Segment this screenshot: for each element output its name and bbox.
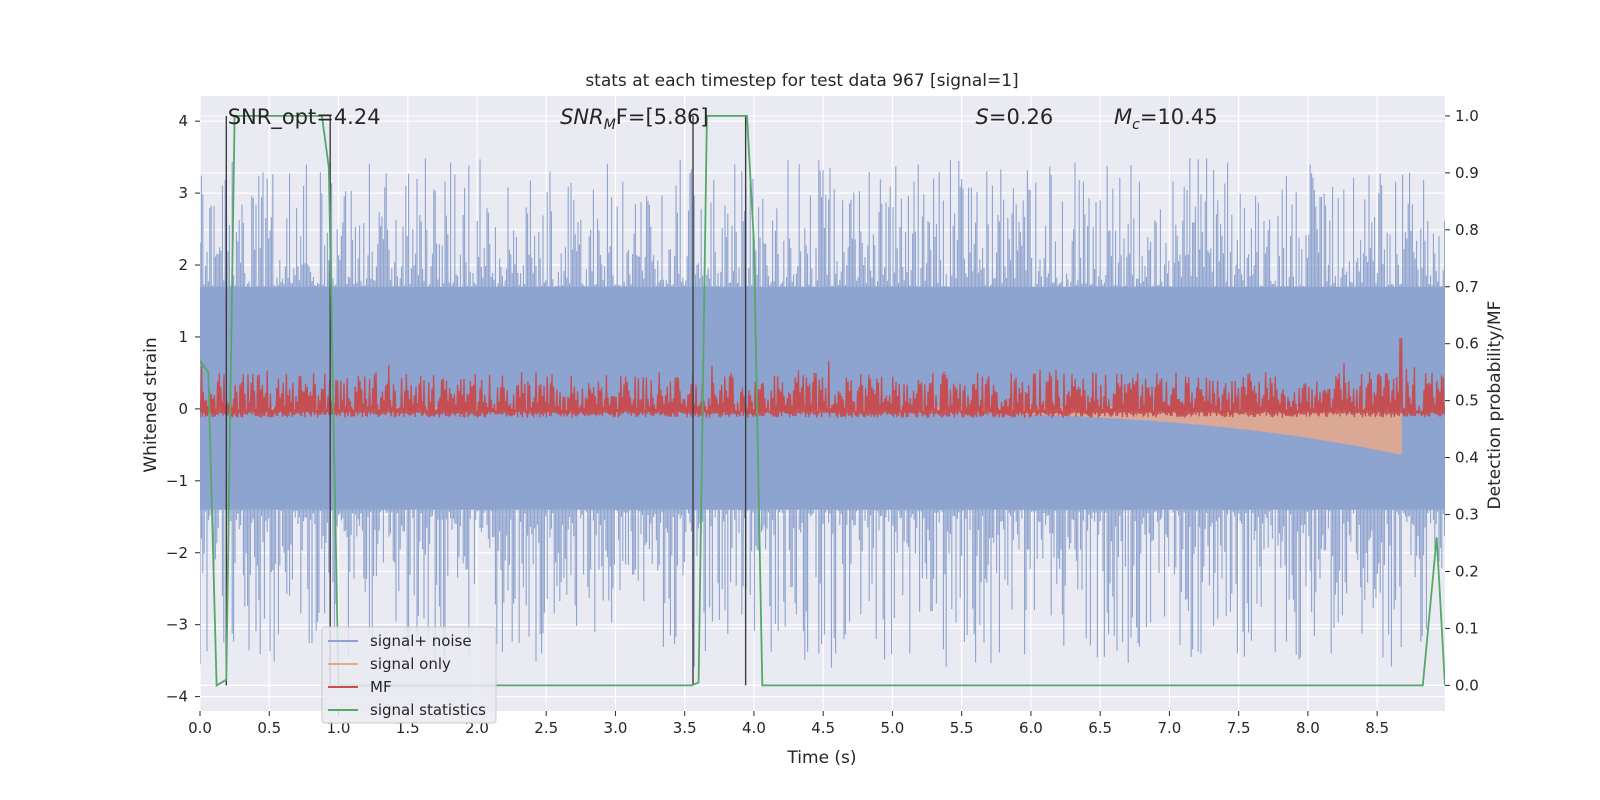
legend-label: signal+ noise <box>370 632 472 650</box>
annotation-2: S=0.26 <box>976 105 1054 129</box>
y-right-tick-label: 0.9 <box>1455 164 1479 182</box>
annotation-subscript: c <box>1132 117 1140 133</box>
x-tick-label: 4.5 <box>811 719 835 737</box>
annotation-text: S <box>976 105 989 129</box>
y-axis-right-label: Detection probability/MF <box>1485 301 1505 510</box>
series-signal-statistics <box>200 115 1445 687</box>
legend-box <box>321 626 497 724</box>
y-left-tick-label: −1 <box>166 472 188 490</box>
x-tick-label: 7.5 <box>1227 719 1251 737</box>
y-left-tick-label: −2 <box>166 544 188 562</box>
x-tick-label: 0.0 <box>188 719 212 737</box>
x-tick-label: 8.5 <box>1365 719 1389 737</box>
legend: signal+ noise signal only MF signal statist… <box>321 626 497 724</box>
y-right-tick-label: 0.3 <box>1455 506 1479 524</box>
annotation-text: SNR_opt=4.24 <box>228 105 381 130</box>
y-left-tick-label: −3 <box>166 616 188 634</box>
y-left-tick-label: 4 <box>178 112 188 130</box>
y-left-tick-label: 0 <box>178 400 188 418</box>
annotation-text: M <box>1114 105 1132 129</box>
y-left-tick-label: −4 <box>166 688 188 706</box>
x-tick-label: 3.0 <box>604 719 628 737</box>
annotations: SNR_opt=4.24 SNRMF=[5.86] S=0.26 Mc=10.45 <box>228 105 1218 133</box>
x-tick-label: 2.5 <box>534 719 558 737</box>
annotation-3: Mc=10.45 <box>1114 105 1218 133</box>
y-right-tick-label: 0.4 <box>1455 449 1479 467</box>
y-right-tick-label: 0.5 <box>1455 392 1479 410</box>
x-tick-label: 8.0 <box>1296 719 1320 737</box>
y-left-tick-label: 3 <box>178 184 188 202</box>
y-left-tick-label: 1 <box>178 328 188 346</box>
x-axis-label: Time (s) <box>786 748 856 768</box>
annotation-text: =10.45 <box>1140 105 1218 129</box>
legend-label: signal only <box>370 655 451 673</box>
x-tick-label: 3.5 <box>673 719 697 737</box>
legend-label: MF <box>370 678 392 696</box>
annotation-1: SNRMF=[5.86] <box>560 105 709 133</box>
chirp-envelope <box>753 406 1402 455</box>
y-right-tick-label: 0.2 <box>1455 562 1479 580</box>
x-tick-label: 6.5 <box>1088 719 1112 737</box>
y-left-tick-label: 2 <box>178 256 188 274</box>
y-axis-right: 0.0 0.1 0.2 0.3 0.4 0.5 0.6 0.7 0.8 0.9 1.0 <box>1445 107 1479 694</box>
annotation-0: SNR_opt=4.24 <box>228 105 381 130</box>
y-right-tick-label: 0.1 <box>1455 619 1479 637</box>
y-right-tick-label: 1.0 <box>1455 107 1479 125</box>
x-tick-label: 7.0 <box>1157 719 1181 737</box>
x-tick-label: 5.5 <box>950 719 974 737</box>
y-right-tick-label: 0.0 <box>1455 676 1479 694</box>
plot-content <box>200 115 1445 687</box>
y-axis-left-label: Whitened strain <box>141 337 161 472</box>
annotation-text: F=[5.86] <box>616 105 709 129</box>
x-tick-label: 0.5 <box>257 719 281 737</box>
vertical-markers <box>225 115 747 686</box>
x-tick-label: 4.0 <box>742 719 766 737</box>
chart-title: stats at each timestep for test data 967… <box>585 71 1018 91</box>
x-tick-label: 6.0 <box>1019 719 1043 737</box>
legend-label: signal statistics <box>370 701 486 719</box>
y-axis-left: −4 −3 −2 −1 0 1 2 3 4 <box>166 112 200 706</box>
annotation-text: SNR <box>560 105 604 129</box>
signal-statistics-line <box>200 115 1445 687</box>
y-right-tick-label: 0.8 <box>1455 221 1479 239</box>
y-right-tick-label: 0.6 <box>1455 335 1479 353</box>
annotation-text: =0.26 <box>989 105 1053 129</box>
x-tick-label: 5.0 <box>881 719 905 737</box>
annotation-subscript: M <box>604 117 616 133</box>
y-right-tick-label: 0.7 <box>1455 278 1479 296</box>
series-mf <box>200 337 1445 418</box>
mf-line <box>200 337 1445 418</box>
